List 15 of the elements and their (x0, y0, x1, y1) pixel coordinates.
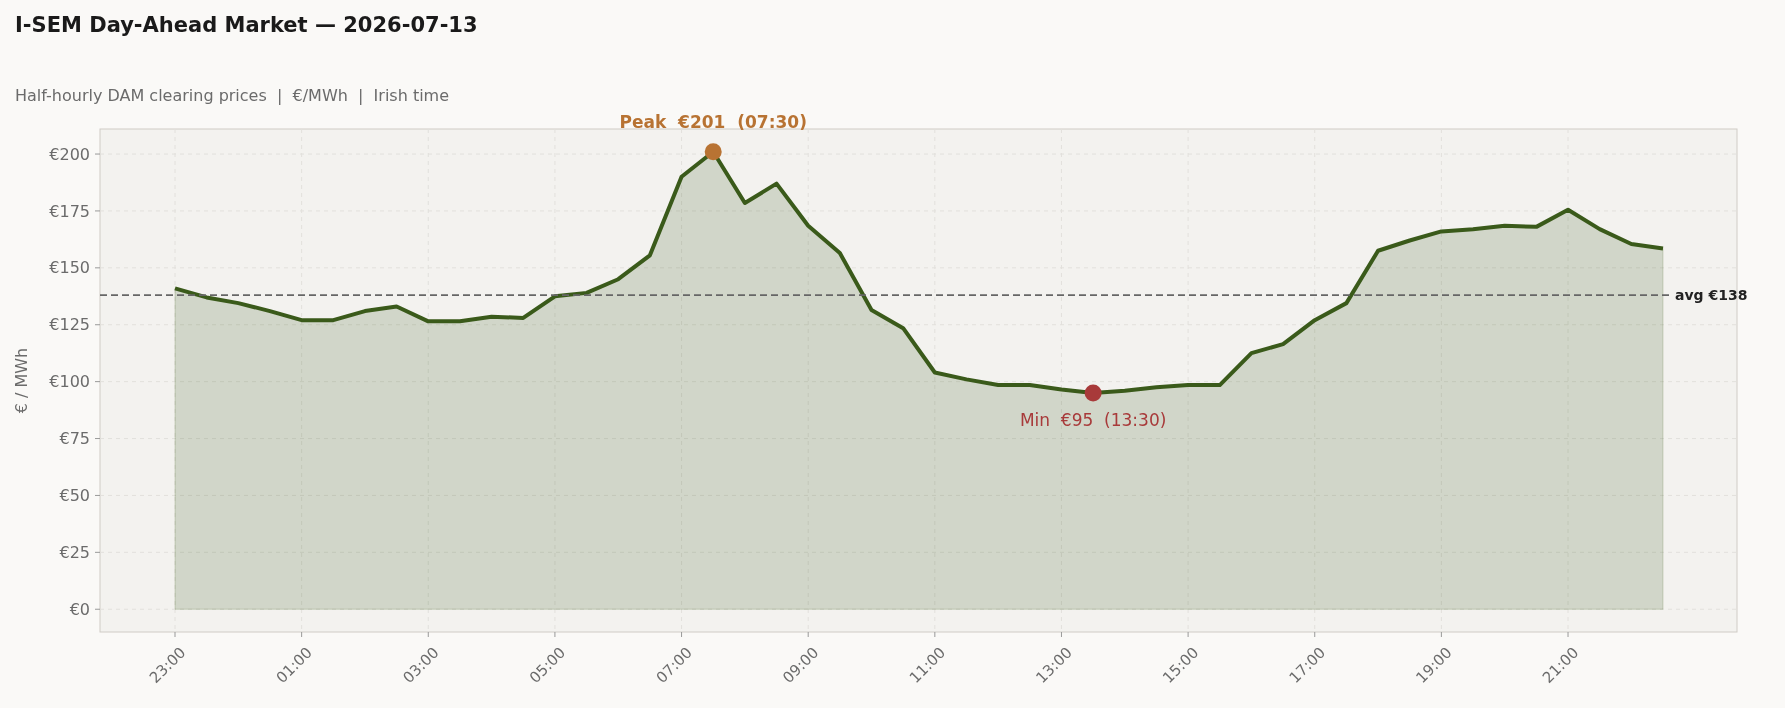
y-tick-label: €175 (49, 201, 90, 221)
y-tick-label: €150 (49, 258, 90, 278)
y-axis-title: € / MWh (12, 347, 31, 414)
ref-line-label: avg €138 (1675, 287, 1748, 304)
chart-subtitle: Half-hourly DAM clearing prices | €/MWh | Irish time (15, 86, 450, 105)
y-tick-label: €75 (59, 429, 90, 449)
y-tick-label: €50 (59, 486, 90, 506)
y-tick-label: €200 (49, 144, 90, 164)
annotation: Min €95 (13:30) (1019, 410, 1167, 431)
chart-title: I-SEM Day-Ahead Market — 2026-07-13 (15, 13, 478, 37)
y-tick-label: €0 (69, 599, 90, 619)
y-tick-label: €100 (49, 372, 90, 392)
y-tick-label: €125 (49, 315, 90, 335)
annotation: Peak €201 (07:30) (619, 111, 807, 132)
y-tick-label: €25 (59, 542, 90, 562)
